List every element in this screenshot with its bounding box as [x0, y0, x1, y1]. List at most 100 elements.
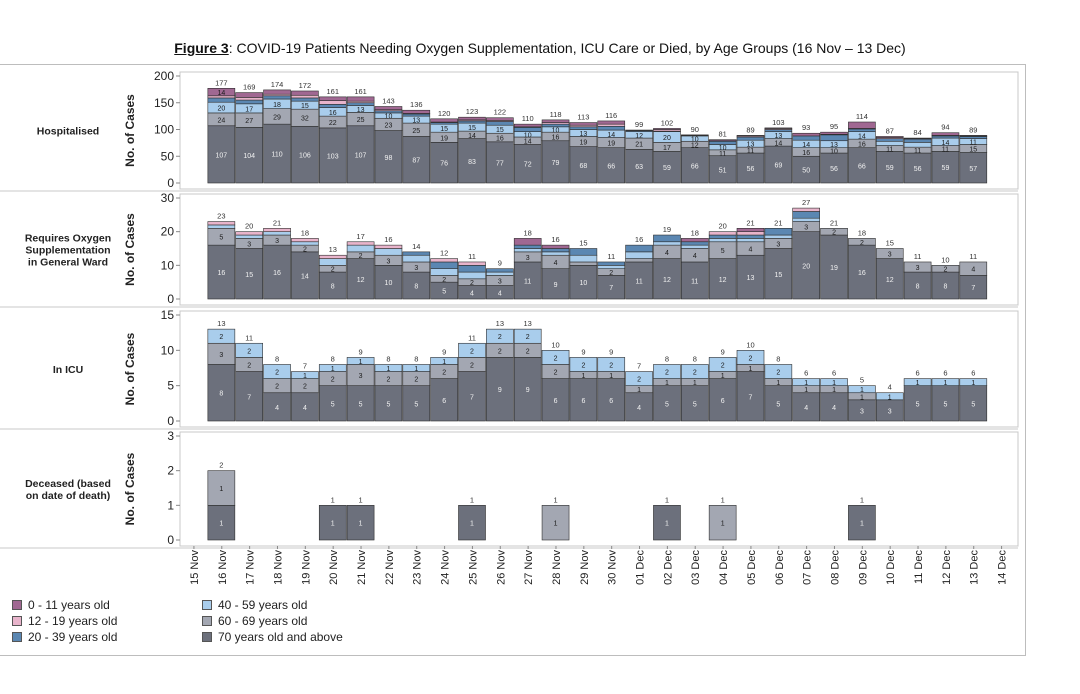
- bar-segment: [903, 271, 932, 300]
- bar-segment: [513, 238, 542, 246]
- segment-label: 4: [665, 250, 669, 257]
- segment-label: 2: [637, 377, 641, 384]
- y-axis-label: No. of Cases: [123, 452, 137, 525]
- segment-label: 4: [804, 405, 808, 412]
- total-label: 20: [245, 222, 253, 231]
- bar-segment: [792, 392, 821, 422]
- bar-segment: [402, 254, 431, 263]
- segment-label: 3: [247, 241, 251, 248]
- segment-label: 13: [830, 142, 838, 149]
- total-label: 103: [772, 118, 785, 127]
- bar-segment: [541, 505, 570, 541]
- segment-label: 2: [470, 348, 474, 355]
- total-label: 87: [886, 126, 894, 135]
- total-label: 13: [524, 319, 532, 328]
- bar-segment: [346, 258, 375, 300]
- segment-label: 1: [832, 387, 836, 394]
- segment-label: 1: [860, 387, 864, 394]
- x-tick-label: 28 Nov: [551, 550, 563, 585]
- segment-label: 2: [470, 362, 474, 369]
- bar-segment: [291, 94, 319, 99]
- bar-segment: [430, 268, 458, 276]
- bar-segment: [263, 228, 291, 232]
- bar-segment: [931, 265, 960, 273]
- legend-item: 20 - 39 years old: [12, 630, 117, 644]
- bar-segment: [318, 364, 347, 372]
- segment-label: 5: [665, 401, 669, 408]
- bar-segment: [764, 127, 793, 129]
- segment-label: 15: [774, 272, 782, 279]
- bar-segment: [820, 152, 848, 184]
- bar-segment: [458, 342, 486, 358]
- legend-label: 60 - 69 years old: [218, 614, 308, 628]
- segment-label: 5: [693, 401, 697, 408]
- bar-segment: [875, 392, 904, 401]
- bar-segment: [820, 131, 848, 135]
- segment-label: 5: [442, 289, 446, 296]
- bar-segment: [458, 265, 486, 273]
- total-label: 116: [605, 111, 617, 120]
- bar-segment: [318, 505, 347, 541]
- legend-label: 40 - 59 years old: [218, 598, 308, 612]
- segment-label: 1: [665, 521, 669, 528]
- bar-segment: [708, 140, 737, 145]
- total-label: 161: [354, 87, 367, 96]
- bar-segment: [653, 234, 681, 243]
- segment-label: 15: [301, 103, 309, 110]
- bar-segment: [597, 125, 626, 131]
- bar-segment: [875, 258, 904, 300]
- segment-label: 77: [496, 160, 504, 167]
- bar-segment: [541, 248, 570, 253]
- y-tick-label: 0: [167, 414, 174, 428]
- bar-segment: [486, 328, 514, 344]
- bar-segment: [625, 261, 653, 300]
- total-label: 9: [498, 259, 502, 268]
- bar-segment: [541, 244, 570, 249]
- legend-item: 70 years old and above: [202, 630, 343, 644]
- bar-segment: [346, 241, 375, 246]
- segment-label: 11: [719, 151, 726, 158]
- bar-segment: [402, 113, 431, 117]
- segment-label: 5: [386, 401, 390, 408]
- panel-label: on date of death): [26, 490, 111, 502]
- bar-segment: [875, 140, 904, 146]
- total-label: 16: [551, 235, 559, 244]
- segment-label: 15: [969, 146, 977, 153]
- total-label: 118: [550, 110, 562, 119]
- segment-label: 10: [385, 280, 393, 287]
- y-tick-label: 10: [161, 343, 175, 357]
- bar-segment: [764, 228, 793, 236]
- total-label: 1: [470, 495, 474, 504]
- x-tick-label: 27 Nov: [523, 550, 535, 585]
- total-label: 10: [746, 340, 754, 349]
- total-label: 7: [637, 362, 641, 371]
- legend-swatch: [202, 616, 212, 626]
- x-tick-label: 05 Dec: [746, 550, 758, 585]
- total-label: 16: [384, 235, 392, 244]
- bar-segment: [708, 234, 737, 239]
- segment-label: 56: [830, 166, 838, 173]
- total-label: 13: [217, 319, 225, 328]
- bar-segment: [680, 241, 709, 246]
- segment-label: 106: [299, 153, 311, 160]
- bar-segment: [875, 138, 904, 142]
- total-label: 6: [916, 369, 920, 378]
- total-label: 8: [414, 354, 418, 363]
- segment-label: 13: [774, 133, 782, 140]
- x-tick-label: 03 Dec: [690, 550, 702, 585]
- bar-segment: [959, 135, 988, 137]
- segment-label: 1: [860, 521, 864, 528]
- segment-label: 17: [663, 145, 671, 152]
- x-tick-label: 04 Dec: [718, 550, 730, 585]
- bar-segment: [597, 120, 626, 125]
- bar-segment: [263, 231, 291, 236]
- segment-label: 1: [359, 521, 363, 528]
- bar-segment: [291, 392, 319, 422]
- bar-segment: [736, 234, 765, 239]
- bar-segment: [458, 138, 486, 184]
- x-tick-label: 09 Dec: [857, 550, 869, 585]
- segment-label: 14: [468, 133, 476, 140]
- segment-label: 104: [243, 153, 255, 160]
- segment-label: 2: [275, 384, 279, 391]
- segment-label: 13: [357, 107, 365, 114]
